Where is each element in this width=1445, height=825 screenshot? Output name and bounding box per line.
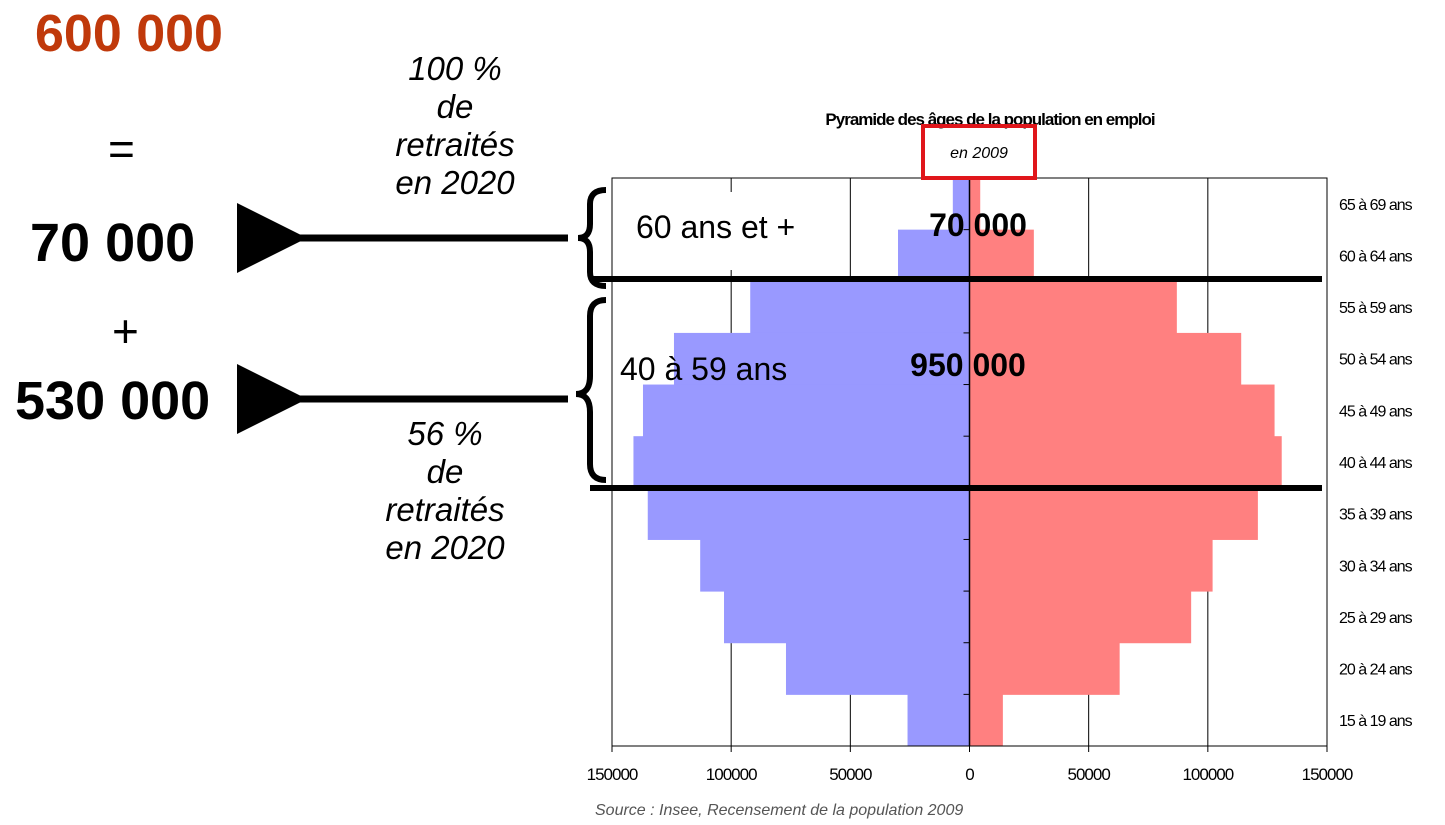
y-category-label: 40 à 44 ans [1339, 455, 1413, 472]
bar-right [970, 281, 1177, 333]
y-category-label: 50 à 54 ans [1339, 352, 1413, 369]
chart-subtitle: en 2009 [950, 145, 1008, 162]
y-category-label: 15 à 19 ans [1339, 713, 1413, 730]
annotation-value-old: 70 000 [929, 207, 1027, 243]
bar-left [750, 281, 969, 333]
y-category-label: 45 à 49 ans [1339, 403, 1413, 420]
x-tick-label: 150000 [587, 765, 638, 784]
y-category-label: 20 à 24 ans [1339, 662, 1413, 679]
x-tick-label: 0 [965, 765, 974, 784]
bar-left [908, 694, 970, 746]
brace-old-icon [578, 190, 606, 286]
bar-right [970, 385, 1275, 437]
y-category-label: 65 à 69 ans [1339, 197, 1413, 214]
bar-right [970, 488, 1258, 540]
bar-left [633, 436, 969, 488]
x-tick-label: 50000 [829, 765, 872, 784]
y-category-label: 30 à 34 ans [1339, 558, 1413, 575]
x-tick-label: 100000 [1182, 765, 1233, 784]
brace-mid-icon [576, 300, 606, 480]
chart-source: Source : Insee, Recensement de la popula… [595, 802, 963, 819]
bar-right [970, 694, 1003, 746]
y-category-label: 55 à 59 ans [1339, 300, 1413, 317]
bar-right [970, 539, 1213, 591]
bar-left [724, 591, 969, 643]
annotation-value-mid: 950 000 [910, 347, 1026, 383]
bar-right [970, 643, 1120, 695]
x-tick-label: 100000 [706, 765, 757, 784]
bar-left [643, 385, 970, 437]
y-category-label: 60 à 64 ans [1339, 248, 1413, 265]
bar-right [970, 436, 1282, 488]
bar-left [700, 539, 969, 591]
x-tick-label: 150000 [1302, 765, 1353, 784]
x-tick-label: 50000 [1068, 765, 1111, 784]
bar-left [786, 643, 970, 695]
annotation-label-mid: 40 à 59 ans [620, 351, 787, 387]
y-category-label: 25 à 29 ans [1339, 610, 1413, 627]
bar-left [648, 488, 970, 540]
bar-right [970, 591, 1192, 643]
annotation-label-old: 60 ans et + [636, 209, 795, 245]
y-category-label: 35 à 39 ans [1339, 507, 1413, 524]
